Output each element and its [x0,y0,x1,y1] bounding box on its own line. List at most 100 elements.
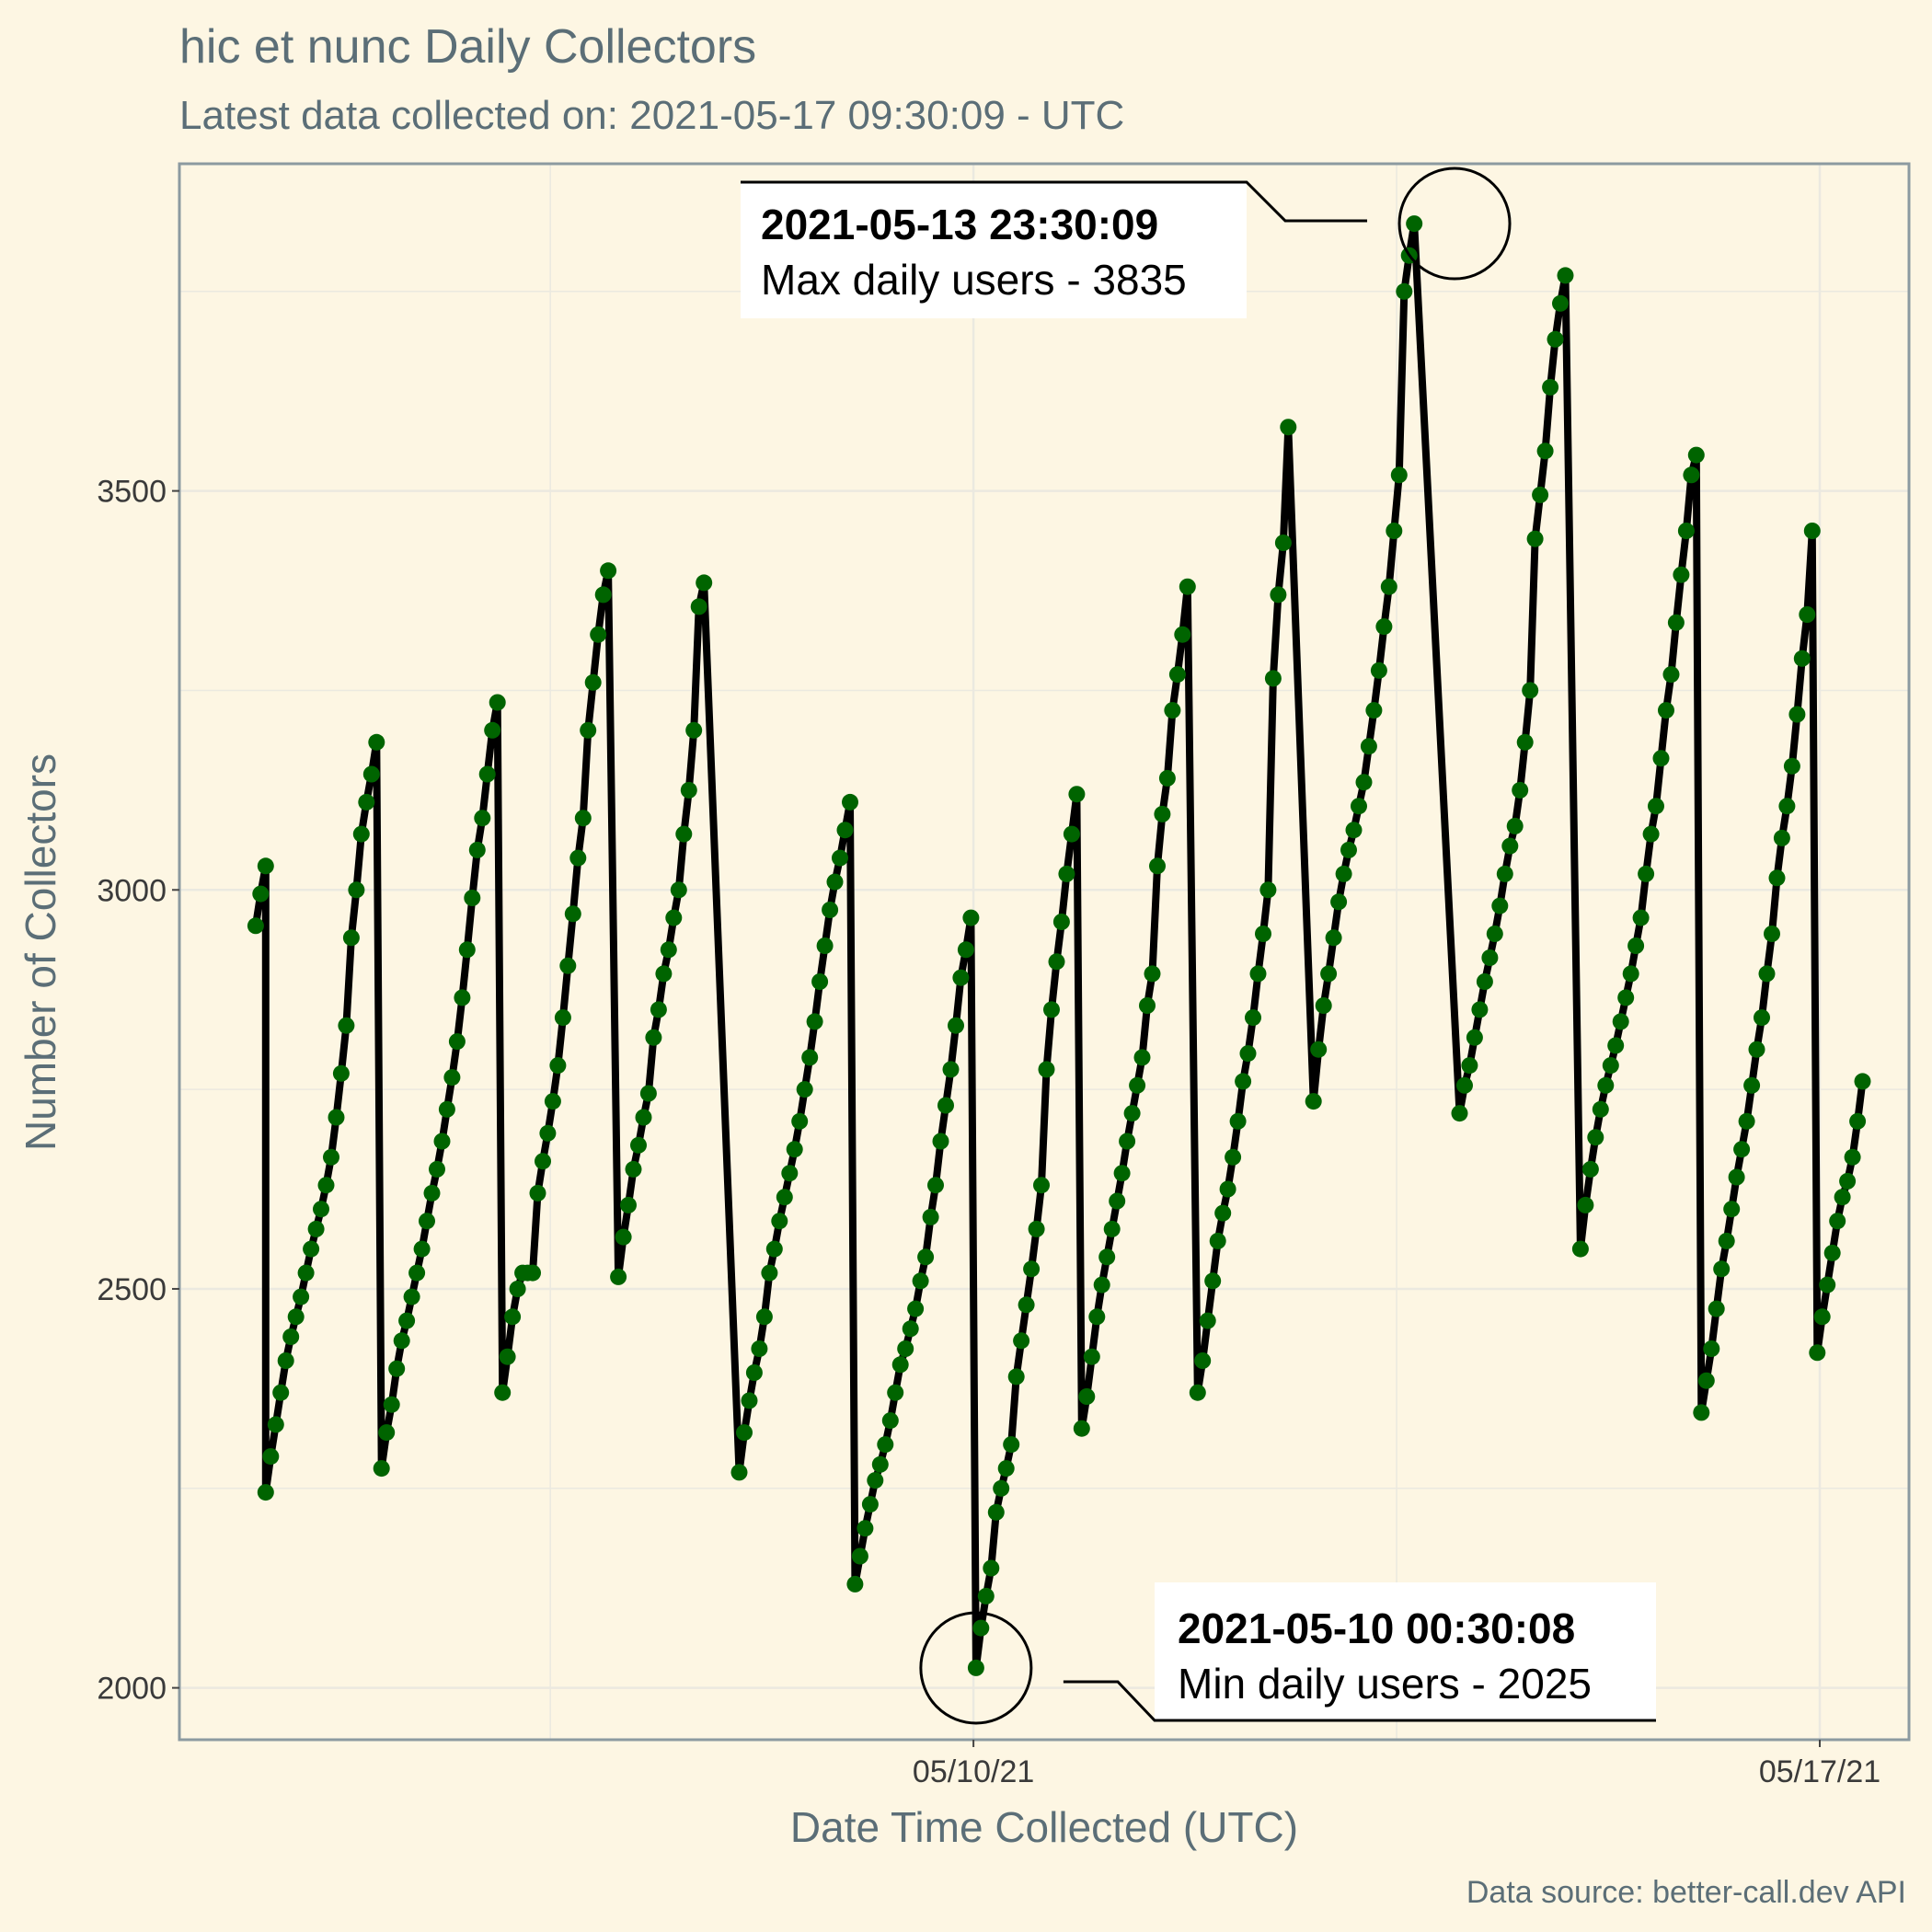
data-point [1642,825,1660,843]
data-point [393,1332,410,1350]
data-point [257,857,274,875]
data-point [1229,1112,1247,1130]
data-point [1320,965,1338,983]
annotations: 2021-05-13 23:30:09 Max daily users - 383… [741,167,1656,1725]
data-point [1778,798,1796,815]
data-point [816,937,834,954]
data-point [358,793,375,811]
data-point [1733,1141,1751,1158]
data-point [1557,267,1574,284]
data-point [650,1001,667,1018]
data-point [1052,914,1070,930]
data-point [1088,1308,1106,1326]
data-point [1799,606,1816,623]
data-point [907,1300,925,1317]
data-point [1340,841,1357,858]
data-point [1788,706,1806,723]
data-point [1119,1133,1136,1150]
data-point [1259,881,1277,899]
data-point [580,721,597,739]
data-point [776,1189,793,1206]
data-point [464,890,481,906]
data-point [1526,530,1544,547]
data-point [1481,949,1499,966]
caption: Data source: better-call.dev API [1466,1875,1906,1910]
data-point [544,1093,561,1110]
data-point [1652,750,1670,767]
data-point [1677,523,1695,539]
max-label-connector [741,180,1368,223]
min-highlight-circle [919,1611,1033,1725]
data-point [303,1240,320,1258]
data-point [388,1360,406,1377]
data-point [967,1659,984,1676]
data-point [1476,973,1493,990]
data-point [957,941,974,959]
data-point [272,1384,290,1401]
data-point [765,1240,783,1258]
data-point [660,941,677,959]
data-point [1522,682,1539,699]
data-point [297,1264,315,1282]
data-point [857,1520,874,1537]
data-point [942,1061,960,1078]
max-highlight-circle [1397,167,1512,281]
data-point [1834,1189,1851,1206]
data-point [338,1017,355,1034]
data-point [1280,419,1297,436]
data-point [1038,1061,1055,1078]
y-tick-label: 3500 [97,475,167,510]
data-point [313,1201,329,1218]
data-point [1683,466,1700,484]
data-point [861,1496,879,1513]
data-point [348,881,365,899]
data-point [1239,1045,1257,1063]
data-point [1506,817,1524,834]
data-point [423,1184,441,1202]
data-point [1854,1073,1871,1090]
data-point [1335,865,1352,882]
y-axis-title: Number of Collectors [17,753,64,1151]
data-point [1315,997,1332,1014]
data-point [1627,937,1645,954]
data-point [1592,1100,1609,1118]
max-label-box [741,182,1247,318]
data-point [1697,1372,1715,1389]
data-point [962,909,980,926]
data-point [1113,1165,1131,1182]
data-point [1078,1388,1096,1405]
axes: 2000 2500 3000 3500 05/10/21 05/17/21 [97,475,1880,1789]
data-point [524,1264,541,1282]
data-point [987,1503,1005,1521]
data-point [1607,1037,1625,1054]
data-point [1516,733,1534,751]
data-point [806,1013,823,1030]
data-point [1758,965,1776,983]
data-point [1043,1001,1060,1018]
data-point [1512,781,1529,799]
data-point [811,973,829,990]
data-point [1164,702,1181,719]
data-point [499,1348,516,1365]
data-point [433,1133,451,1150]
data-point [842,793,858,811]
data-point [1552,294,1569,312]
data-point [846,1575,864,1593]
data-point [851,1547,868,1565]
data-point [1667,614,1685,631]
data-point [801,1049,819,1066]
data-point [1839,1172,1857,1190]
data-point [952,969,970,986]
data-point [584,673,602,691]
data-point [378,1424,396,1442]
data-point [287,1308,305,1326]
data-point [1330,893,1348,911]
data-point [1003,1436,1020,1454]
data-point [1451,1105,1468,1122]
data-point [478,765,496,783]
data-point [1622,965,1639,983]
data-point [474,810,491,827]
data-point [781,1165,799,1182]
data-point [1783,757,1800,775]
